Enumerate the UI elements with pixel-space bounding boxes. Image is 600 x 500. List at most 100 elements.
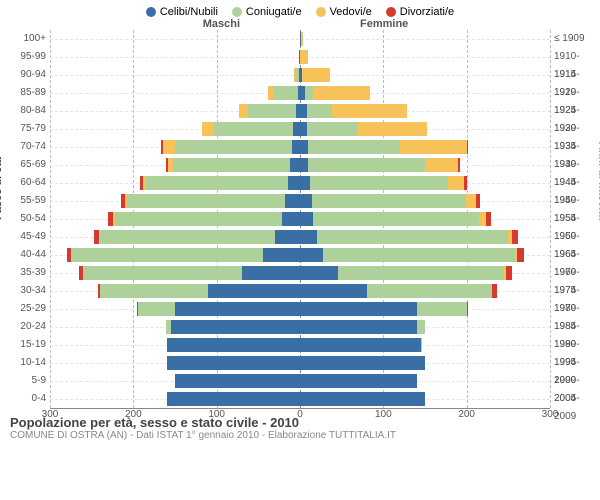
age-label: 50-54 xyxy=(0,210,46,228)
population-pyramid: Fasce di età 100+95-9990-9485-8980-8475-… xyxy=(0,30,600,409)
female-bar xyxy=(300,104,550,118)
bar-segment xyxy=(367,284,492,298)
age-label: 20-24 xyxy=(0,318,46,336)
bar-segment xyxy=(479,212,486,226)
x-tick-label: 300 xyxy=(542,409,559,420)
legend-swatch xyxy=(386,7,396,17)
bar-segment xyxy=(300,392,425,406)
bar-segment xyxy=(300,176,310,190)
pyramid-row xyxy=(50,84,550,102)
bar-segment xyxy=(317,230,509,244)
bar-segment xyxy=(506,266,513,280)
bar-segment xyxy=(464,176,467,190)
bar-segment xyxy=(275,230,300,244)
legend: Celibi/NubiliConiugati/eVedovi/eDivorzia… xyxy=(0,0,600,18)
female-bar xyxy=(300,194,550,208)
legend-swatch xyxy=(232,7,242,17)
bar-segment xyxy=(305,86,313,100)
female-bar xyxy=(300,302,550,316)
bar-segment xyxy=(273,86,298,100)
male-bar xyxy=(50,50,300,64)
bar-segment xyxy=(312,194,466,208)
pyramid-row xyxy=(50,156,550,174)
year-label: 1955-1959 xyxy=(554,210,600,228)
bar-segment xyxy=(115,212,282,226)
year-labels: ≤ 19091910-19141915-19191920-19241925-19… xyxy=(550,30,600,409)
bar-segment xyxy=(167,392,300,406)
bar-segment xyxy=(71,248,263,262)
bar-segment xyxy=(313,212,480,226)
male-bar xyxy=(50,248,300,262)
bar-segment xyxy=(300,248,323,262)
y-axis-left-title: Fasce di età xyxy=(0,157,4,220)
bar-segment xyxy=(300,50,308,64)
bar-segment xyxy=(146,176,288,190)
female-bar xyxy=(300,392,550,406)
bar-segment xyxy=(202,122,215,136)
female-bar xyxy=(300,230,550,244)
bar-segment xyxy=(300,104,307,118)
male-bar xyxy=(50,266,300,280)
bar-segment xyxy=(300,122,307,136)
pyramid-row xyxy=(50,246,550,264)
bar-segment xyxy=(300,212,313,226)
male-bar xyxy=(50,320,300,334)
year-label: 1970-1974 xyxy=(554,264,600,282)
male-bar xyxy=(50,338,300,352)
year-label: 1945-1949 xyxy=(554,174,600,192)
bar-segment xyxy=(127,194,285,208)
gender-labels: Maschi Femmine xyxy=(0,18,600,30)
age-label: 25-29 xyxy=(0,300,46,318)
pyramid-row xyxy=(50,30,550,48)
age-label: 15-19 xyxy=(0,336,46,354)
male-bar xyxy=(50,122,300,136)
year-label: 1930-1934 xyxy=(554,120,600,138)
male-bar xyxy=(50,104,300,118)
bar-segment xyxy=(307,122,357,136)
pyramid-row xyxy=(50,174,550,192)
bar-segment xyxy=(263,248,301,262)
age-label: 70-74 xyxy=(0,138,46,156)
pyramid-row xyxy=(50,138,550,156)
legend-item: Vedovi/e xyxy=(316,6,372,18)
female-bar xyxy=(300,158,550,172)
legend-label: Celibi/Nubili xyxy=(160,6,218,18)
male-bar xyxy=(50,230,300,244)
bar-segment xyxy=(290,158,300,172)
plot-area xyxy=(50,30,550,409)
bar-segment xyxy=(175,374,300,388)
male-bar xyxy=(50,392,300,406)
male-bar xyxy=(50,194,300,208)
year-label: 1965-1969 xyxy=(554,246,600,264)
bar-segment xyxy=(466,194,476,208)
pyramid-row xyxy=(50,228,550,246)
year-label: 1920-1924 xyxy=(554,84,600,102)
pyramid-row xyxy=(50,318,550,336)
age-label: 5-9 xyxy=(0,372,46,390)
age-label: 65-69 xyxy=(0,156,46,174)
female-bar xyxy=(300,248,550,262)
bar-segment xyxy=(208,284,300,298)
female-bar xyxy=(300,284,550,298)
year-label: 2000-2004 xyxy=(554,372,600,390)
bar-segment xyxy=(175,140,292,154)
bar-segment xyxy=(467,302,469,316)
bar-segment xyxy=(308,158,425,172)
pyramid-row xyxy=(50,336,550,354)
bar-segment xyxy=(417,302,467,316)
x-tick-label: 100 xyxy=(375,409,392,420)
bar-segment xyxy=(458,158,460,172)
male-bar xyxy=(50,68,300,82)
male-bar xyxy=(50,374,300,388)
age-label: 100+ xyxy=(0,30,46,48)
pyramid-row xyxy=(50,192,550,210)
female-bar xyxy=(300,320,550,334)
bar-segment xyxy=(332,104,407,118)
bar-segment xyxy=(214,122,293,136)
bar-segment xyxy=(300,158,308,172)
male-bar xyxy=(50,86,300,100)
bar-segment xyxy=(300,374,417,388)
female-bar xyxy=(300,140,550,154)
pyramid-row xyxy=(50,354,550,372)
year-label: 1940-1944 xyxy=(554,156,600,174)
